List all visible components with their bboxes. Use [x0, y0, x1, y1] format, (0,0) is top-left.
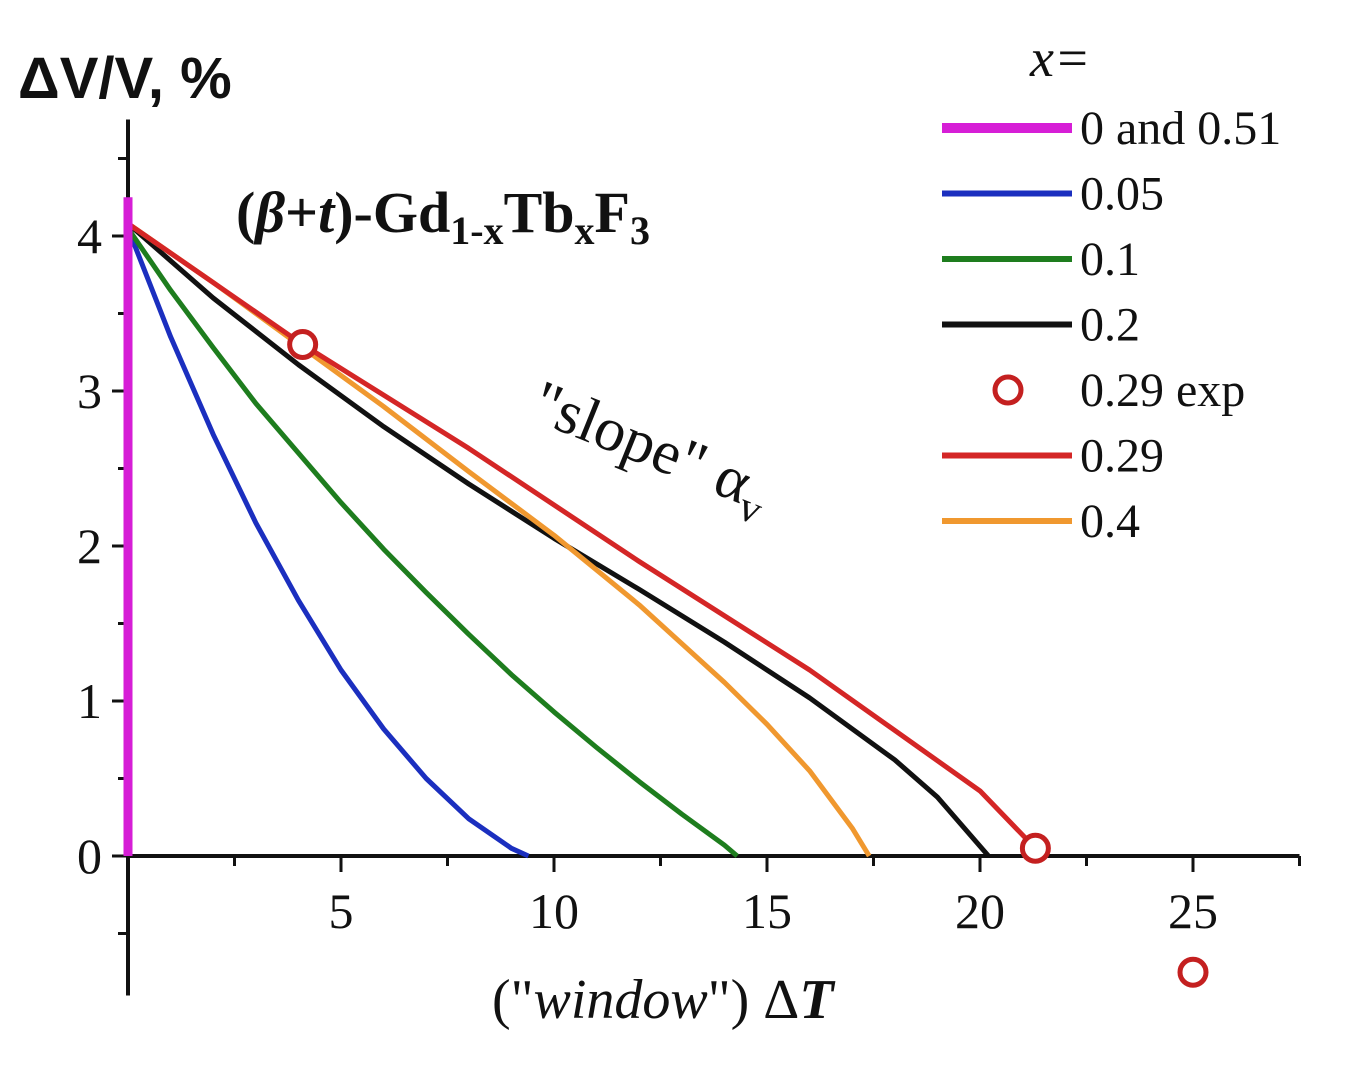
- y-tick-label: 4: [77, 208, 102, 264]
- series-line-0-05: [125, 227, 530, 859]
- chart-title: (β+t)-Gd1-xTbxF3: [236, 180, 650, 253]
- x-label-close: ") Δ: [708, 969, 800, 1031]
- x-tick-label: 10: [529, 883, 579, 939]
- title-tb: Tb: [504, 180, 575, 245]
- legend-label-0-1: 0.1: [1080, 233, 1140, 286]
- legend-label-0-05: 0.05: [1080, 168, 1164, 221]
- marker-0-29-exp: [1019, 832, 1051, 864]
- legend-title: x=: [1029, 28, 1090, 88]
- legend-label-0-and-0-51: 0 and 0.51: [1080, 102, 1281, 155]
- legend: 0 and 0.51 0.05 0.1 0.2 0.29 exp 0.29 0.4: [942, 102, 1281, 548]
- title-f: F: [595, 180, 630, 245]
- marker-0-29-exp: [287, 329, 319, 360]
- title-sub-1x: 1-x: [450, 208, 503, 253]
- title-open: (: [236, 180, 255, 245]
- title-sub-x: x: [575, 208, 595, 253]
- series-line-0-2: [126, 221, 991, 858]
- series-line-0-1: [125, 226, 739, 858]
- legend-label-0-4: 0.4: [1080, 495, 1140, 548]
- y-tick-label: 1: [77, 673, 102, 729]
- x-label-open: (": [492, 969, 534, 1031]
- marker-0-29-exp: [1177, 956, 1209, 988]
- x-tick-label: 20: [955, 883, 1005, 939]
- series-layer: [123, 197, 1209, 988]
- legend-label-0-29-exp: 0.29 exp: [1080, 364, 1245, 417]
- x-tick-label: 15: [742, 883, 792, 939]
- x-label-window: window: [534, 969, 708, 1031]
- title-gd: )-Gd: [334, 180, 450, 245]
- x-tick-label: 25: [1168, 883, 1218, 939]
- y-tick-label: 3: [77, 363, 102, 419]
- title-plus: +: [285, 180, 318, 245]
- legend-label-0-29: 0.29: [1080, 430, 1164, 483]
- title-beta: β: [253, 180, 285, 245]
- y-tick-label: 0: [77, 828, 102, 884]
- y-tick-label: 2: [77, 518, 102, 574]
- title-t: t: [318, 180, 336, 245]
- x-tick-label: 5: [329, 883, 354, 939]
- x-axis-label: ("window") ΔT: [492, 969, 836, 1031]
- legend-swatch-0-29-exp: [992, 374, 1024, 406]
- legend-label-0-2: 0.2: [1080, 299, 1140, 352]
- y-axis-label: ΔV/V, %: [18, 46, 232, 111]
- x-label-t: T: [799, 969, 836, 1031]
- title-sub-3: 3: [630, 208, 650, 253]
- slope-text: "slope" α: [523, 368, 761, 517]
